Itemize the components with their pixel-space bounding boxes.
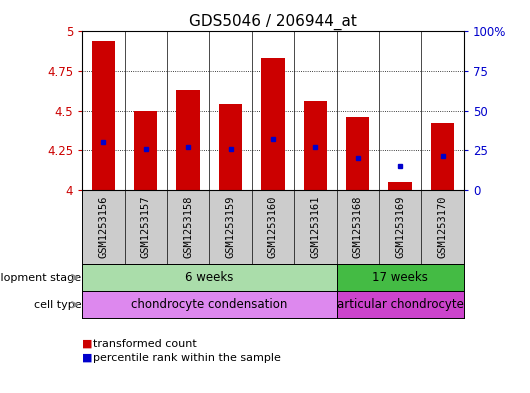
Bar: [337, 264, 464, 291]
Text: GSM1253161: GSM1253161: [311, 196, 320, 258]
Text: GSM1253168: GSM1253168: [353, 196, 363, 258]
Text: transformed count: transformed count: [93, 339, 197, 349]
Text: GSM1253156: GSM1253156: [99, 196, 108, 258]
Text: development stage: development stage: [0, 272, 81, 283]
Bar: [337, 291, 464, 318]
Bar: [261, 58, 285, 190]
Bar: [219, 104, 242, 190]
Bar: [346, 117, 369, 190]
Text: GSM1253158: GSM1253158: [183, 196, 193, 258]
Bar: [304, 101, 327, 190]
Text: 17 weeks: 17 weeks: [372, 271, 428, 284]
Text: ■: ■: [82, 353, 93, 363]
Bar: [82, 291, 337, 318]
Text: cell type: cell type: [34, 300, 81, 310]
Text: GSM1253169: GSM1253169: [395, 196, 405, 258]
Text: GSM1253160: GSM1253160: [268, 196, 278, 258]
Title: GDS5046 / 206944_at: GDS5046 / 206944_at: [189, 14, 357, 30]
Text: chondrocyte condensation: chondrocyte condensation: [131, 298, 288, 311]
Text: percentile rank within the sample: percentile rank within the sample: [93, 353, 280, 363]
Text: articular chondrocyte: articular chondrocyte: [337, 298, 464, 311]
Text: GSM1253159: GSM1253159: [226, 196, 235, 258]
Text: GSM1253157: GSM1253157: [141, 196, 151, 258]
Bar: [431, 123, 454, 190]
Text: GSM1253170: GSM1253170: [438, 196, 447, 258]
Bar: [388, 182, 412, 190]
Bar: [82, 264, 337, 291]
Bar: [92, 41, 115, 190]
Bar: [134, 110, 157, 190]
Text: ■: ■: [82, 339, 93, 349]
Text: 6 weeks: 6 weeks: [185, 271, 234, 284]
Bar: [176, 90, 200, 190]
